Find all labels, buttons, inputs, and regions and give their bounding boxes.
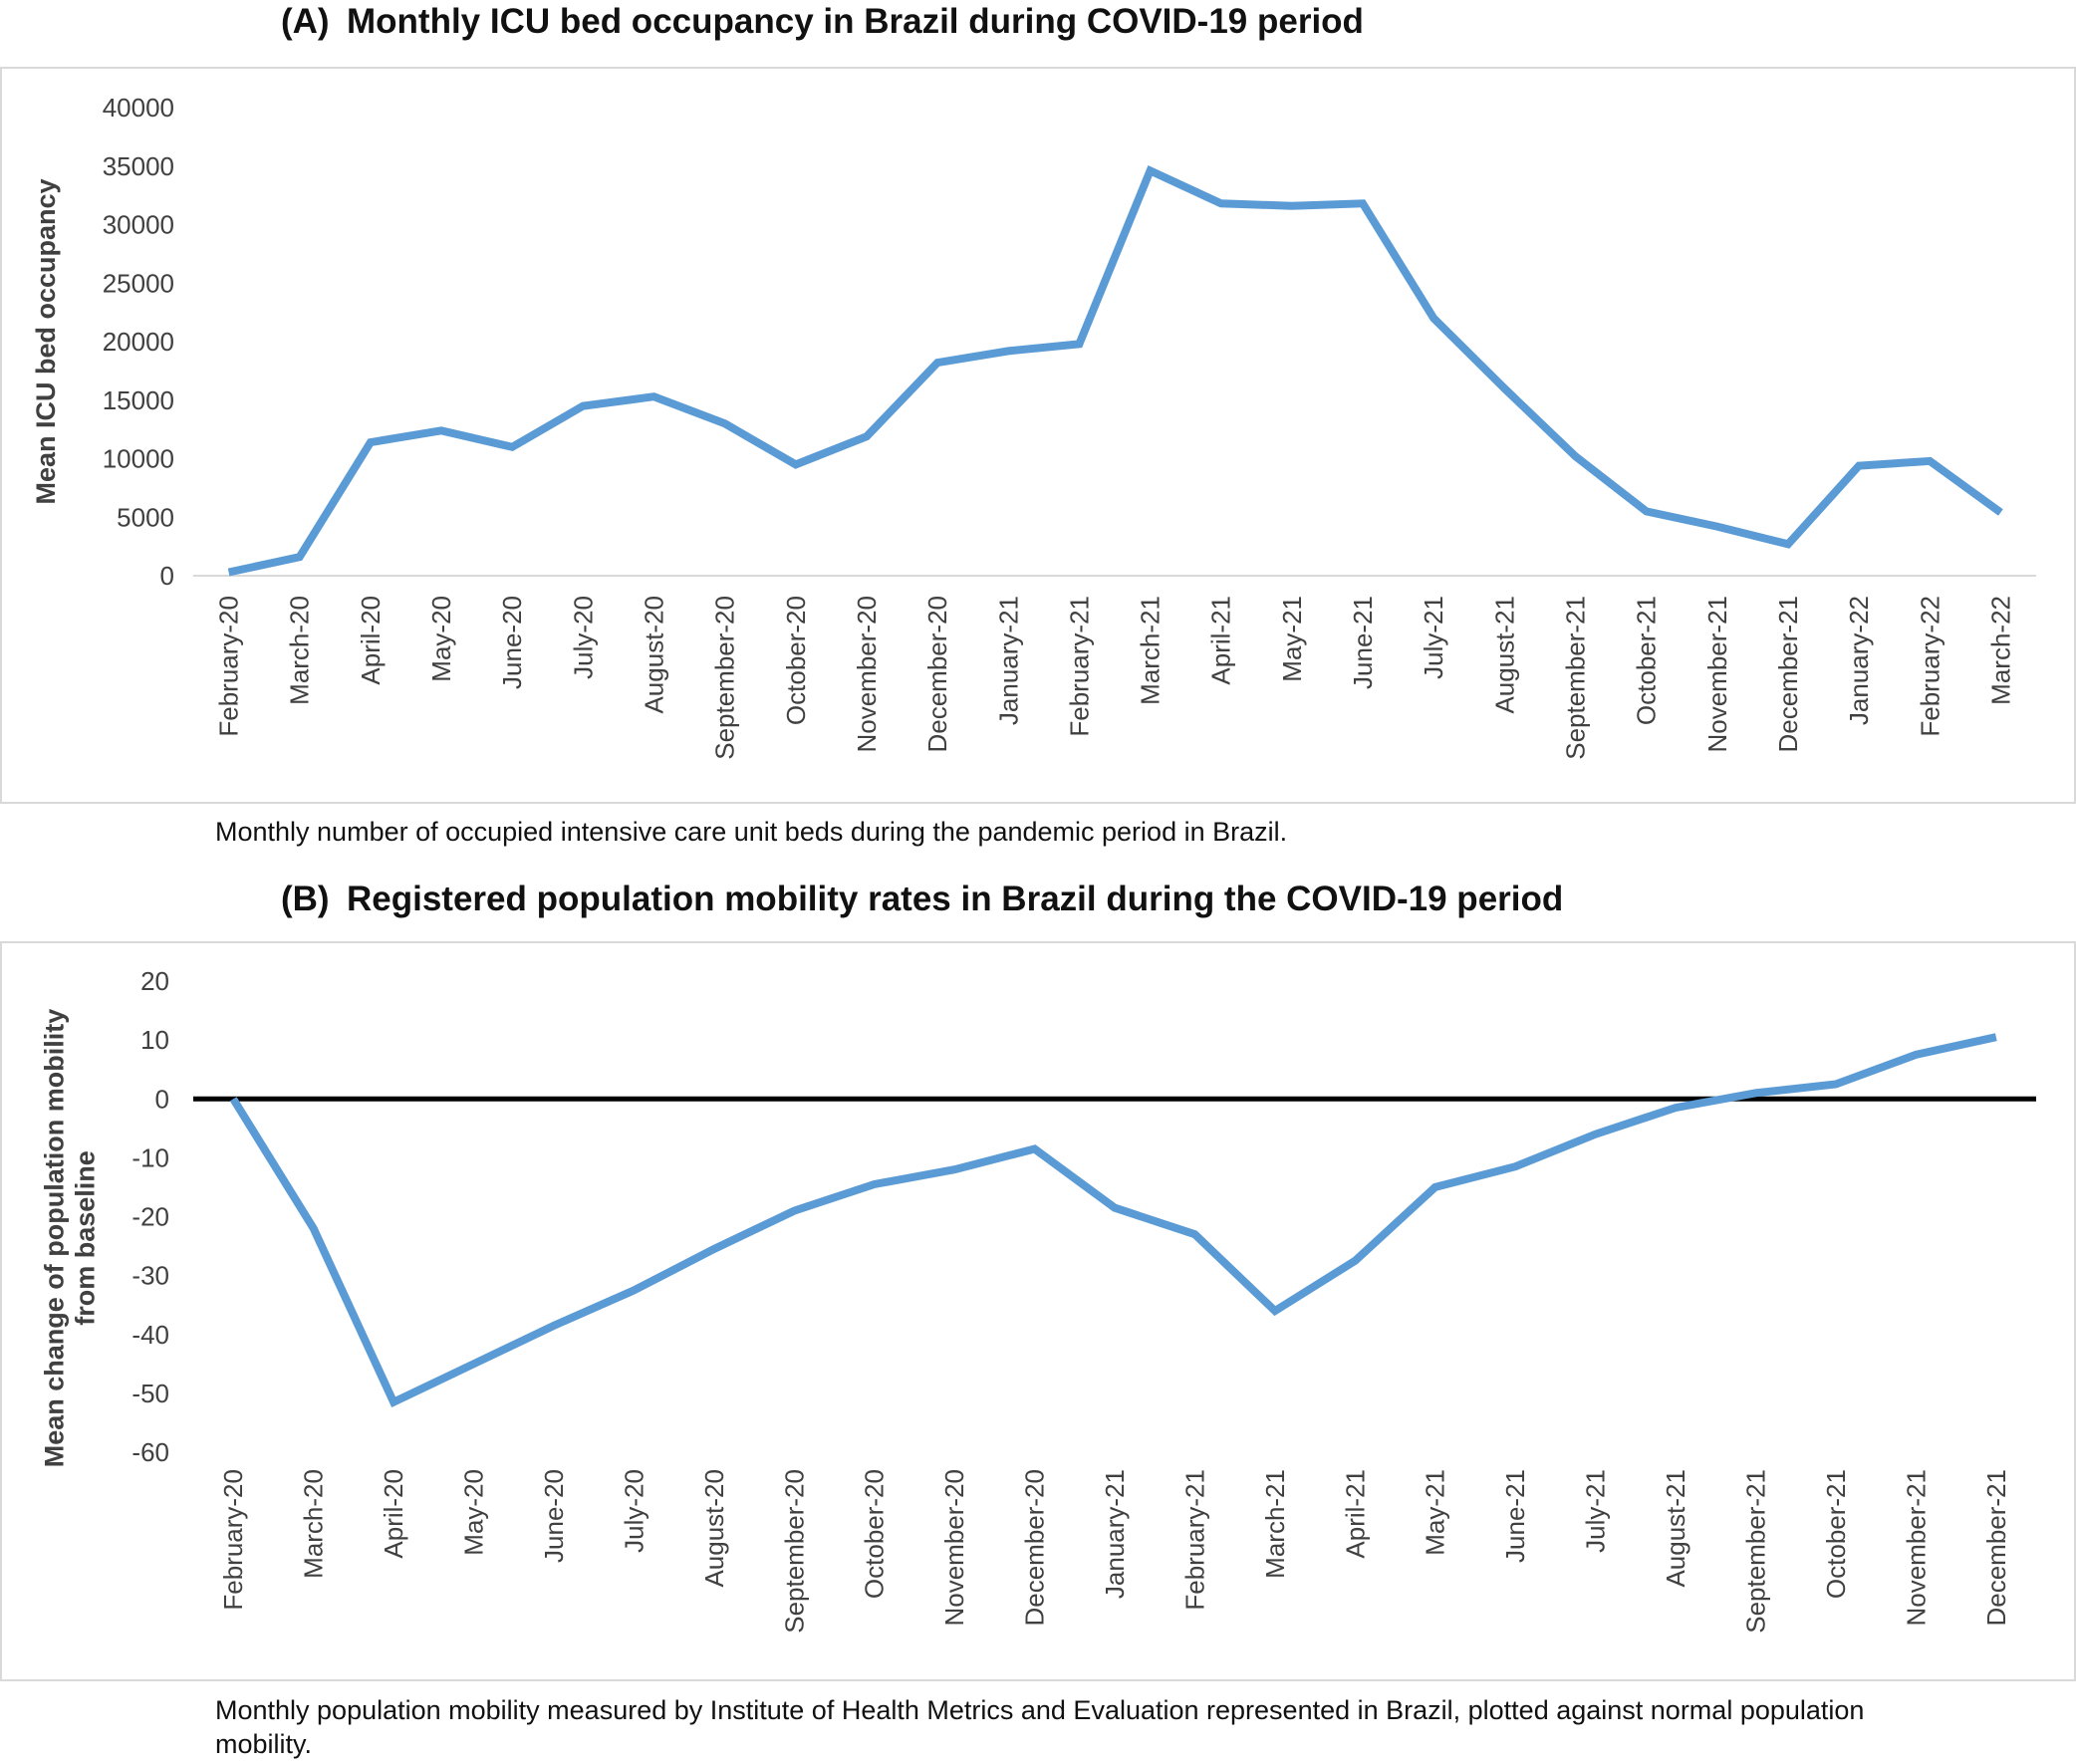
x-tick-label: July-21 bbox=[1419, 596, 1448, 679]
x-tick-label: January-22 bbox=[1844, 596, 1874, 725]
x-tick-label: February-20 bbox=[214, 596, 244, 737]
x-tick-label: January-21 bbox=[993, 596, 1023, 725]
x-tick-label: March-20 bbox=[299, 1469, 329, 1579]
x-tick-label: September-20 bbox=[710, 596, 740, 760]
x-tick-label: November-20 bbox=[939, 1469, 969, 1627]
x-tick-label: August-20 bbox=[699, 1469, 729, 1588]
x-tick-label: May-21 bbox=[1277, 596, 1307, 682]
panel-a-letter: (A) bbox=[281, 2, 330, 41]
x-tick-label: April-20 bbox=[356, 596, 386, 685]
x-tick-label: August-21 bbox=[1489, 596, 1519, 714]
panel-a-title-text: Monthly ICU bed occupancy in Brazil duri… bbox=[347, 2, 1364, 41]
y-axis-title: from baseline bbox=[71, 1150, 101, 1326]
x-tick-label: October-21 bbox=[1821, 1469, 1851, 1599]
y-tick-label: -20 bbox=[131, 1202, 169, 1232]
y-axis-title: Mean change of population mobility bbox=[40, 1009, 70, 1468]
y-tick-label: 15000 bbox=[103, 385, 174, 415]
panel-b-frame bbox=[0, 941, 2076, 1681]
x-tick-label: April-20 bbox=[379, 1469, 408, 1559]
x-tick-label: August-21 bbox=[1661, 1469, 1690, 1588]
y-tick-label: 5000 bbox=[117, 502, 174, 532]
x-tick-label: September-21 bbox=[1740, 1469, 1770, 1634]
x-tick-label: March-21 bbox=[1136, 596, 1166, 705]
x-tick-label: June-20 bbox=[539, 1469, 569, 1563]
y-tick-label: 40000 bbox=[103, 93, 174, 123]
y-tick-label: 25000 bbox=[103, 268, 174, 298]
x-tick-label: February-22 bbox=[1915, 596, 1945, 737]
panel-a-caption: Monthly number of occupied intensive car… bbox=[215, 817, 1288, 847]
icu-occupancy-chart: 0 5000 10000 15000 20000 25000 30000 35000 40000… bbox=[31, 93, 2036, 760]
x-tick-label: November-20 bbox=[852, 596, 882, 753]
y-axis-title: Mean ICU bed occupancy bbox=[31, 178, 61, 504]
y-tick-label: 10000 bbox=[103, 444, 174, 474]
x-tick-label: December-20 bbox=[922, 596, 952, 753]
x-tick-label: September-20 bbox=[779, 1469, 809, 1634]
x-tick-label: October-21 bbox=[1632, 596, 1662, 725]
y-tick-label: -40 bbox=[131, 1320, 169, 1350]
x-tick-label: November-21 bbox=[1901, 1469, 1931, 1627]
panel-b-letter: (B) bbox=[281, 880, 330, 918]
x-tick-label: November-21 bbox=[1702, 596, 1732, 753]
x-tick-label: April-21 bbox=[1206, 596, 1236, 685]
x-tick-label: March-22 bbox=[1985, 596, 2015, 705]
x-tick-label: August-20 bbox=[640, 596, 669, 714]
x-tick-label: June-21 bbox=[1500, 1469, 1530, 1563]
y-tick-label: 30000 bbox=[103, 210, 174, 240]
y-tick-label: -10 bbox=[131, 1142, 169, 1172]
x-tick-label: July-20 bbox=[619, 1469, 649, 1553]
x-tick-label: July-21 bbox=[1581, 1469, 1611, 1553]
x-tick-label: February-21 bbox=[1064, 596, 1094, 737]
x-tick-label: September-21 bbox=[1561, 596, 1591, 760]
x-tick-label: June-20 bbox=[497, 596, 527, 689]
y-tick-label: -50 bbox=[131, 1379, 169, 1408]
x-tick-label: May-21 bbox=[1421, 1469, 1450, 1556]
x-tick-label: October-20 bbox=[860, 1469, 890, 1599]
x-tick-label: October-20 bbox=[781, 596, 811, 725]
x-tick-label: February-20 bbox=[218, 1469, 248, 1611]
x-tick-label: January-21 bbox=[1100, 1469, 1130, 1599]
y-tick-label: -60 bbox=[131, 1437, 169, 1467]
panel-b-caption: Monthly population mobility measured by … bbox=[215, 1695, 1865, 1759]
x-tick-label: May-20 bbox=[459, 1469, 489, 1556]
y-tick-label: 20000 bbox=[103, 327, 174, 357]
series-line bbox=[227, 165, 2003, 577]
x-tick-label: May-20 bbox=[426, 596, 456, 682]
y-tick-label: -30 bbox=[131, 1261, 169, 1291]
panel-a-frame bbox=[0, 67, 2076, 804]
y-tick-label: 20 bbox=[140, 966, 169, 996]
x-tick-label: June-21 bbox=[1348, 596, 1378, 689]
panel-b-title-text: Registered population mobility rates in … bbox=[347, 880, 1564, 918]
y-tick-label: 35000 bbox=[103, 151, 174, 181]
y-tick-label: 0 bbox=[155, 1084, 169, 1114]
x-tick-label: December-21 bbox=[1773, 596, 1803, 753]
x-tick-label: July-20 bbox=[568, 596, 598, 679]
y-tick-label: 10 bbox=[140, 1025, 169, 1055]
x-tick-label: March-21 bbox=[1260, 1469, 1290, 1579]
x-tick-label: December-20 bbox=[1020, 1469, 1050, 1627]
x-tick-label: April-21 bbox=[1340, 1469, 1370, 1559]
x-tick-label: December-21 bbox=[1981, 1469, 2011, 1627]
x-tick-label: March-20 bbox=[285, 596, 315, 705]
x-tick-label: February-21 bbox=[1179, 1469, 1209, 1611]
y-tick-label: 0 bbox=[160, 561, 174, 591]
mobility-chart: -60 -50 -40 -30 -20 -10 0 10 20 February-20 March-… bbox=[40, 966, 2036, 1634]
series-line bbox=[229, 1033, 1997, 1408]
